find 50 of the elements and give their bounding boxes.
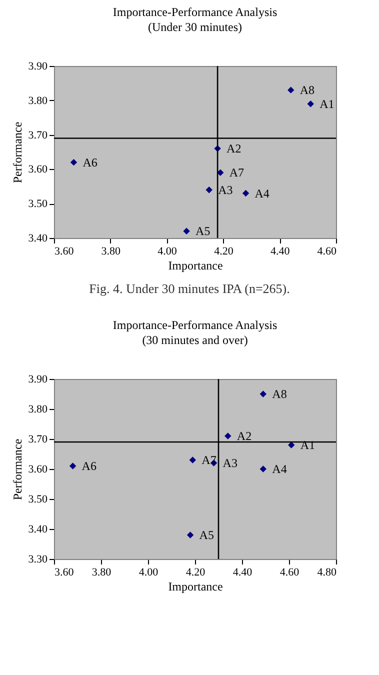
x-tick-label: 4.60 [280, 566, 300, 578]
annotation: A8 [272, 387, 287, 401]
annotation: A4 [272, 462, 287, 476]
x-tick-label: 4.40 [232, 566, 253, 578]
x-tick-label: 4.40 [270, 246, 290, 258]
annotation: A6 [82, 155, 98, 170]
x-tick-label: 3.60 [54, 246, 74, 258]
x-tick-label: 3.80 [101, 246, 122, 258]
y-axis-title: Performance [10, 438, 24, 500]
annotation: A7 [202, 453, 216, 467]
chart-title: Importance-Performance Analysis [112, 318, 278, 332]
annotation: A3 [222, 456, 238, 470]
y-tick-label: 3.50 [28, 198, 48, 210]
x-tick-label: 4.80 [317, 566, 337, 578]
y-axis-title: Performance [10, 122, 24, 184]
chart-subtitle: (Under 30 minutes) [148, 20, 242, 34]
annotation: A4 [254, 186, 270, 200]
y-tick-label: 3.50 [28, 494, 48, 506]
annotation: A2 [236, 429, 252, 443]
annotation: A3 [218, 182, 233, 197]
x-tick-label: 3.60 [54, 566, 74, 578]
x-axis-title: Importance [168, 258, 223, 272]
y-tick-label: 3.40 [28, 524, 48, 536]
chart-subtitle: (30 minutes and over) [142, 333, 248, 347]
x-tick-label: 4.00 [158, 246, 178, 258]
x-tick-label: 4.00 [138, 566, 159, 578]
caption: Fig. 4. Under 30 minutes IPA (n=265). [88, 281, 291, 297]
chart-title: Importance-Performance Analysis [112, 5, 278, 19]
y-tick-label: 3.90 [28, 60, 48, 72]
y-tick-label: 3.80 [28, 94, 48, 107]
annotation: A1 [320, 96, 334, 111]
y-tick-label: 3.90 [28, 374, 48, 386]
y-tick-label: 3.30 [28, 554, 48, 566]
x-axis-title: Importance [168, 580, 223, 594]
y-tick-label: 3.70 [28, 434, 48, 446]
y-tick-label: 3.80 [28, 404, 48, 416]
x-tick-label: 4.20 [214, 246, 234, 258]
annotation: A6 [82, 459, 96, 473]
y-tick-label: 3.60 [28, 164, 48, 176]
y-tick-label: 3.70 [28, 129, 48, 142]
y-tick-label: 3.40 [28, 232, 48, 244]
x-tick-label: 3.80 [92, 566, 112, 578]
x-tick-label: 4.60 [317, 246, 337, 258]
annotation: A8 [300, 83, 315, 98]
annotation: A5 [196, 224, 210, 238]
x-tick-label: 4.20 [186, 566, 206, 578]
annotation: A2 [226, 142, 242, 156]
y-tick-label: 3.60 [28, 464, 48, 476]
annotation: A5 [199, 528, 214, 542]
annotation: A7 [229, 166, 244, 180]
